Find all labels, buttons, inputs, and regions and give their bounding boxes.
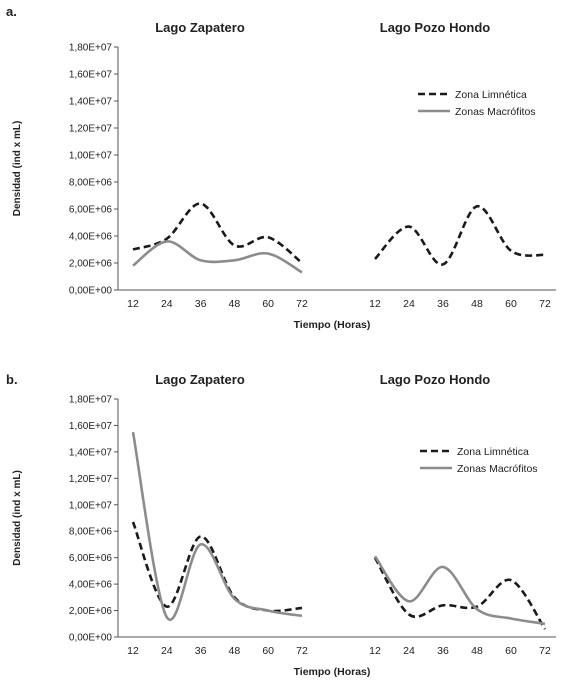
panel-label: a.	[6, 4, 17, 19]
x-tick-label: 48	[471, 645, 483, 657]
x-tick-label: 36	[437, 298, 449, 310]
legend-label: Zona Limnética	[455, 89, 527, 101]
x-tick-label: 60	[505, 645, 517, 657]
group-title: Lago Zapatero	[155, 372, 245, 387]
x-tick-label: 12	[127, 298, 139, 310]
series-line-zonas-macrofitos	[131, 431, 303, 622]
x-axis-title: Tiempo (Horas)	[294, 666, 371, 678]
x-tick-label: 24	[403, 645, 415, 657]
series-line-zonas-macrofitos	[373, 555, 546, 626]
y-tick-label: 1,60E+07	[69, 421, 113, 432]
x-tick-label: 60	[262, 298, 274, 310]
y-tick-label: 1,20E+07	[69, 124, 113, 135]
y-axis-title: Densidad (ind x mL)	[12, 470, 23, 566]
x-tick-label: 72	[539, 645, 551, 657]
y-tick-label: 8,00E+06	[69, 178, 113, 189]
legend-label: Zonas Macrófitos	[455, 106, 536, 118]
x-tick-label: 36	[195, 298, 207, 310]
y-tick-label: 4,00E+06	[69, 232, 113, 243]
y-tick-label: 6,00E+06	[69, 553, 113, 564]
y-tick-label: 4,00E+06	[69, 580, 113, 591]
x-tick-label: 48	[229, 298, 241, 310]
y-tick-label: 6,00E+06	[69, 205, 113, 216]
legend: Zona Limnética Zonas Macrófitos	[420, 446, 538, 475]
x-tick-label: 24	[161, 645, 173, 657]
y-tick-label: 1,80E+07	[69, 395, 113, 406]
x-tick-label: 24	[161, 298, 173, 310]
y-tick-label: 2,00E+06	[69, 259, 113, 270]
x-tick-label: 72	[296, 645, 308, 657]
x-tick-label: 48	[229, 645, 241, 657]
x-tick-label: 60	[505, 298, 517, 310]
series-line-zonas-macrofitos	[132, 240, 303, 274]
series-line-zona-limnetica	[132, 202, 303, 265]
series-line-zona-limnetica	[373, 557, 547, 630]
group-title: Lago Zapatero	[155, 20, 245, 35]
y-tick-label: 0,00E+00	[69, 286, 113, 297]
legend: Zona Limnética Zonas Macrófitos	[418, 89, 536, 118]
y-tick-label: 8,00E+06	[69, 527, 113, 538]
x-axis-title: Tiempo (Horas)	[294, 319, 371, 331]
y-tick-label: 0,00E+00	[69, 633, 113, 644]
group-title: Lago Pozo Hondo	[380, 20, 491, 35]
y-tick-label: 1,60E+07	[69, 70, 113, 81]
y-axis-title: Densidad (ind x mL)	[12, 121, 23, 217]
y-tick-label: 1,80E+07	[69, 43, 113, 54]
chart-panel-a: a. 0,00E+00 2,00E+06 4,00E+06 6,00E+06 8,00E+…	[6, 4, 556, 331]
chart-panel-b: b. 0,00E+00 2,00E+06 4,00E+06 6,00E+06 8,00E+…	[6, 372, 556, 678]
legend-label: Zona Limnética	[457, 446, 529, 458]
series-line-zona-limnetica	[374, 205, 546, 266]
x-tick-label: 36	[437, 645, 449, 657]
y-tick-label: 1,40E+07	[69, 447, 113, 458]
x-tick-label: 12	[127, 645, 139, 657]
x-tick-label: 72	[296, 298, 308, 310]
x-tick-label: 60	[262, 645, 274, 657]
group-title: Lago Pozo Hondo	[380, 372, 491, 387]
x-tick-label: 36	[195, 645, 207, 657]
y-tick-label: 1,40E+07	[69, 97, 113, 108]
x-tick-label: 72	[539, 298, 551, 310]
x-tick-label: 24	[403, 298, 415, 310]
legend-label: Zonas Macrófitos	[457, 463, 538, 475]
panel-label: b.	[6, 372, 18, 387]
x-tick-label: 48	[471, 298, 483, 310]
x-tick-label: 12	[369, 298, 381, 310]
y-tick-label: 1,00E+07	[69, 151, 113, 162]
y-tick-label: 2,00E+06	[69, 606, 113, 617]
y-tick-label: 1,20E+07	[69, 474, 113, 485]
y-tick-label: 1,00E+07	[69, 500, 113, 511]
x-tick-label: 12	[369, 645, 381, 657]
